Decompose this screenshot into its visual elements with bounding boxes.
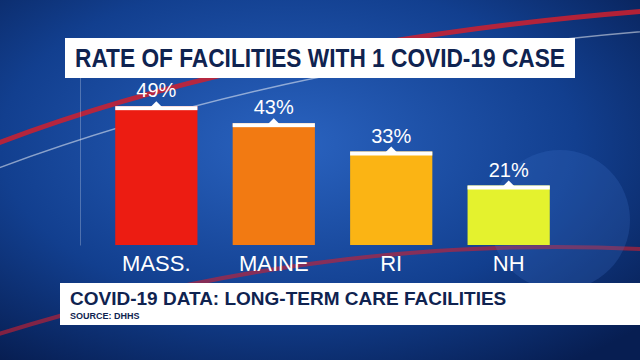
x-tick-label: MASS.	[122, 251, 190, 276]
subtitle-banner	[60, 283, 640, 325]
data-label: 43%	[254, 96, 294, 118]
bar-notch	[385, 147, 397, 153]
bar	[350, 152, 432, 246]
bar	[233, 123, 315, 245]
y-axis	[80, 76, 81, 246]
data-label: 21%	[489, 159, 529, 181]
source-note: SOURCE: DHHS	[70, 311, 140, 321]
y-axis-line	[80, 76, 81, 246]
decoration	[0, 10, 640, 340]
bar-notch	[150, 101, 162, 107]
x-tick: MASS.	[122, 245, 190, 276]
x-tick-label: MAINE	[239, 251, 309, 276]
data-label: 33%	[371, 125, 411, 147]
x-axis-line	[81, 245, 586, 246]
bar	[468, 186, 550, 246]
x-tick: RI	[380, 245, 402, 276]
bars	[115, 101, 550, 245]
x-tick-label: NH	[493, 251, 525, 276]
background	[0, 0, 640, 360]
chart-root: RATE OF FACILITIES WITH 1 COVID-19 CASE 4…	[0, 0, 640, 360]
title-banner	[65, 38, 575, 78]
swoosh	[0, 10, 640, 150]
bar	[115, 106, 197, 245]
bar-notch	[268, 118, 280, 124]
title: RATE OF FACILITIES WITH 1 COVID-19 CASE	[75, 44, 565, 72]
bar-notch	[503, 181, 515, 187]
data-label: 49%	[136, 79, 176, 101]
x-axis: MASS. MAINE RI NH	[81, 245, 586, 276]
annotations: SOURCE: DHHS	[70, 311, 140, 321]
x-tick-label: RI	[380, 251, 402, 276]
data-labels: 49% 43% 33% 21%	[136, 79, 529, 180]
subtitle: COVID-19 DATA: LONG-TERM CARE FACILITIES	[70, 288, 506, 309]
x-tick: NH	[493, 245, 525, 276]
x-tick: MAINE	[239, 245, 309, 276]
